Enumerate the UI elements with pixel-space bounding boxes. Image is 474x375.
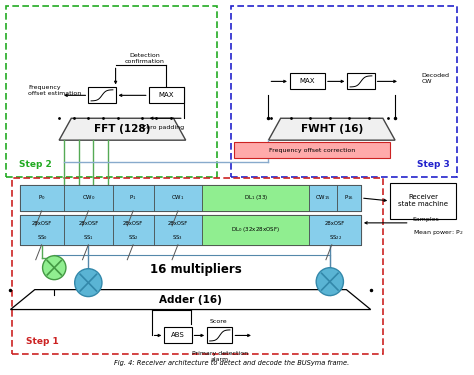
Circle shape xyxy=(316,268,344,296)
Circle shape xyxy=(75,269,102,297)
Text: Step 2: Step 2 xyxy=(19,160,52,169)
Text: SS$_{22}$: SS$_{22}$ xyxy=(328,233,342,242)
Bar xyxy=(88,87,116,104)
Bar xyxy=(154,185,202,211)
Bar xyxy=(154,215,202,245)
Text: CW$_0$: CW$_0$ xyxy=(82,194,95,202)
Bar xyxy=(234,142,390,158)
Text: CW$_1$: CW$_1$ xyxy=(171,194,185,202)
Bar xyxy=(347,74,374,89)
Text: Step 3: Step 3 xyxy=(417,160,449,169)
Bar xyxy=(202,215,310,245)
Text: P$_{16}$: P$_{16}$ xyxy=(344,194,354,202)
Bar xyxy=(64,185,113,211)
Text: SS$_2$: SS$_2$ xyxy=(128,233,138,242)
Bar xyxy=(337,185,361,211)
Bar xyxy=(20,185,64,211)
Text: SS$_0$: SS$_0$ xyxy=(36,233,47,242)
Bar xyxy=(164,327,191,344)
Bar xyxy=(12,178,383,354)
Text: Fig. 4: Receiver architecture to detect and decode the BUSyma frame.: Fig. 4: Receiver architecture to detect … xyxy=(114,360,349,366)
Text: 16 multipliers: 16 multipliers xyxy=(150,263,241,276)
Bar xyxy=(310,185,337,211)
Text: CW$_{15}$: CW$_{15}$ xyxy=(315,194,331,202)
Text: MAX: MAX xyxy=(300,78,315,84)
Text: P$_1$: P$_1$ xyxy=(129,194,137,202)
Text: Detection
confirmation: Detection confirmation xyxy=(125,53,165,64)
Text: 28xOSF: 28xOSF xyxy=(32,221,52,226)
Text: SS$_1$: SS$_1$ xyxy=(83,233,94,242)
Text: FFT (128): FFT (128) xyxy=(94,124,151,134)
Text: 28xOSF: 28xOSF xyxy=(78,221,99,226)
Text: Samples: Samples xyxy=(412,217,439,222)
Text: 28xOSF: 28xOSF xyxy=(168,221,188,226)
Bar xyxy=(113,185,154,211)
Text: Mean power: P$_2$: Mean power: P$_2$ xyxy=(412,228,463,237)
Text: FWHT (16): FWHT (16) xyxy=(301,124,363,134)
Text: Receiver
state machine: Receiver state machine xyxy=(398,195,448,207)
Bar xyxy=(290,74,325,89)
Text: MAX: MAX xyxy=(158,92,174,98)
Text: Frequency offset correction: Frequency offset correction xyxy=(269,148,356,153)
Text: Adder (16): Adder (16) xyxy=(159,295,222,304)
Text: Score: Score xyxy=(210,320,228,324)
Bar xyxy=(390,183,456,219)
Text: ABS: ABS xyxy=(171,333,185,339)
Text: Step 1: Step 1 xyxy=(26,338,59,346)
Bar xyxy=(64,215,113,245)
Text: Zero padding: Zero padding xyxy=(142,125,184,130)
Text: 28xOSF: 28xOSF xyxy=(325,221,345,226)
Bar xyxy=(113,215,154,245)
Bar xyxy=(202,185,310,211)
Text: DL$_0$ (32x28xOSF): DL$_0$ (32x28xOSF) xyxy=(231,225,280,234)
Text: SS$_3$: SS$_3$ xyxy=(173,233,183,242)
Bar xyxy=(20,215,361,245)
Text: Decoded
CW: Decoded CW xyxy=(421,73,449,84)
Bar xyxy=(207,327,232,344)
Text: DL$_1$ (33): DL$_1$ (33) xyxy=(244,194,268,202)
Bar xyxy=(20,215,64,245)
Circle shape xyxy=(43,256,66,280)
Bar xyxy=(149,87,184,104)
Text: P$_0$: P$_0$ xyxy=(38,194,46,202)
Bar xyxy=(231,6,457,177)
Bar xyxy=(20,185,361,211)
Bar xyxy=(6,6,217,177)
Bar xyxy=(310,215,361,245)
Polygon shape xyxy=(268,118,395,140)
Text: 28xOSF: 28xOSF xyxy=(123,221,143,226)
Text: Frequency
offset estimation: Frequency offset estimation xyxy=(28,85,81,96)
Text: Primary detection
alarm: Primary detection alarm xyxy=(191,351,248,362)
Polygon shape xyxy=(10,290,371,309)
Polygon shape xyxy=(59,118,186,140)
